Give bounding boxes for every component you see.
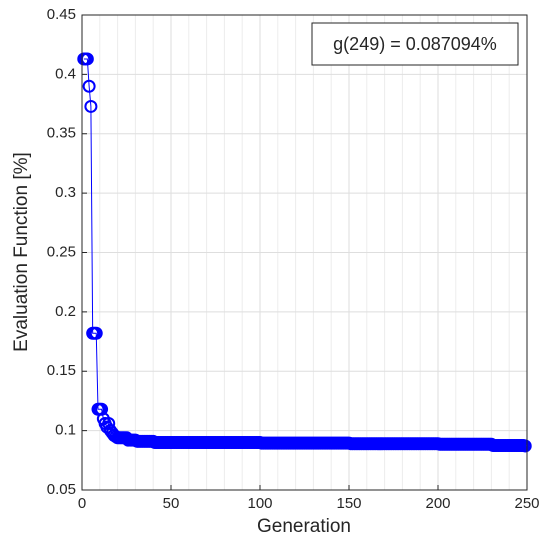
annotation-box <box>311 22 519 66</box>
plot <box>77 52 532 453</box>
x-tick-label: 200 <box>425 495 450 512</box>
marker <box>82 79 96 93</box>
marker <box>95 402 109 416</box>
y-tick-label: 0.05 <box>47 481 76 498</box>
y-tick-label: 0.15 <box>47 362 76 379</box>
y-tick-label: 0.35 <box>47 125 76 142</box>
annotation: g(249) = 0.087094% <box>333 34 497 54</box>
y-tick-label: 0.2 <box>55 303 76 320</box>
marker <box>518 439 532 453</box>
x-axis-label: Generation <box>257 516 351 537</box>
x-tick-label: 0 <box>78 495 86 512</box>
y-tick-label: 0.25 <box>47 243 76 260</box>
x-tick-label: 100 <box>247 495 272 512</box>
y-tick-label: 0.1 <box>55 422 76 439</box>
y-tick-label: 0.3 <box>55 184 76 201</box>
y-axis-label: Evaluation Function [%] <box>11 152 32 352</box>
x-tick-label: 150 <box>336 495 361 512</box>
y-tick-label: 0.4 <box>55 65 76 82</box>
ticks: 0 50 100 150 200 250 0.05 0.1 0.15 0.2 0.25 0.3 0.35… <box>47 6 540 512</box>
x-tick-label: 250 <box>514 495 539 512</box>
y-tick-label: 0.45 <box>47 6 76 23</box>
marker <box>89 326 103 340</box>
x-tick-label: 50 <box>163 495 180 512</box>
marker <box>84 99 98 113</box>
